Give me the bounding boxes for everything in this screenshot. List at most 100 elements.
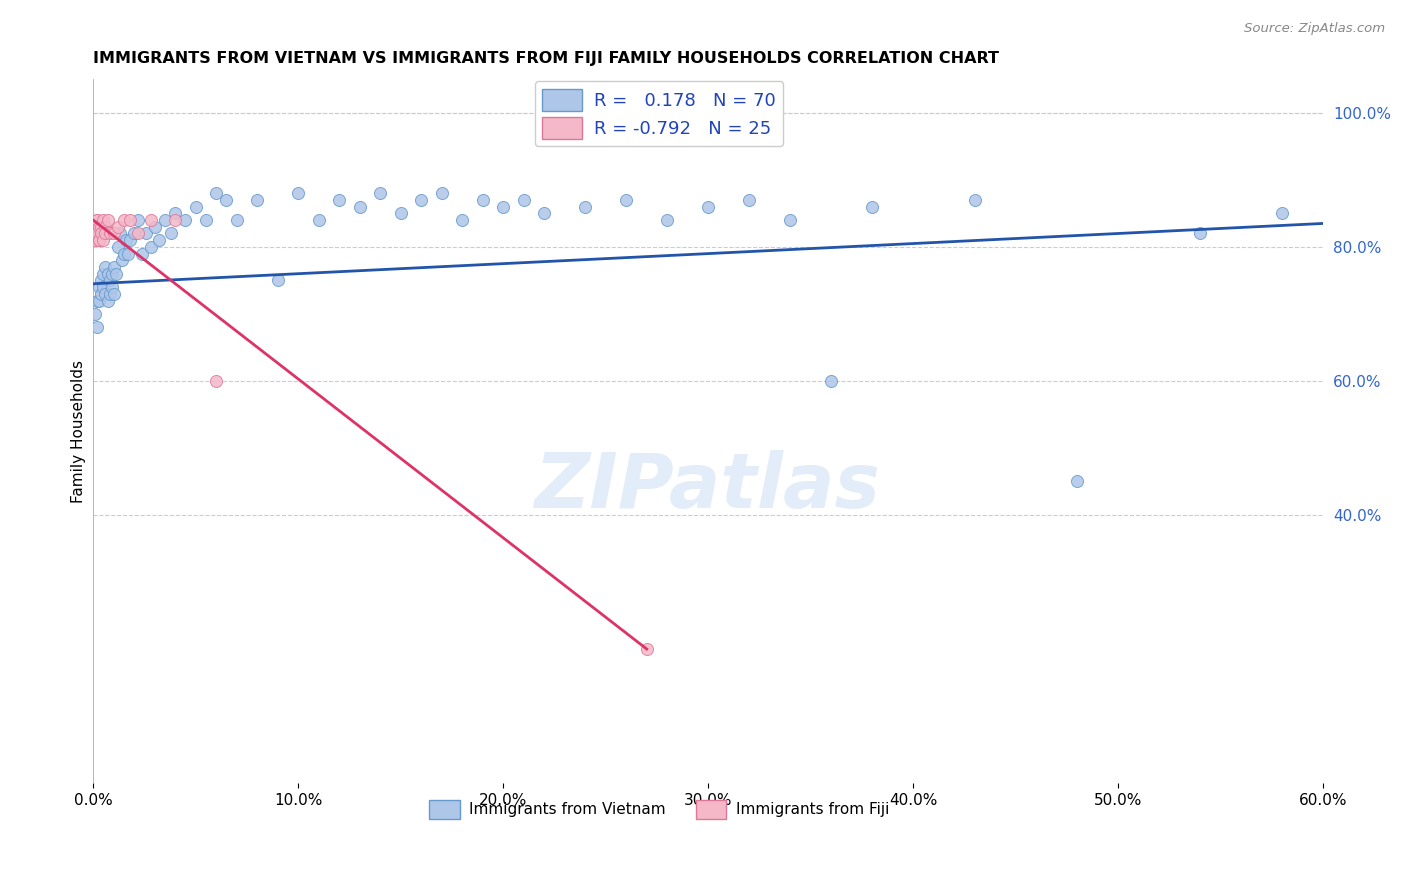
Point [98, 286, 121, 301]
Point [127, 213, 149, 227]
Point [160, 227, 183, 241]
Point [90, 286, 112, 301]
Point [533, 206, 555, 220]
Point [86, 293, 108, 308]
Point [492, 200, 515, 214]
Point [108, 227, 131, 241]
Point [112, 213, 135, 227]
Point [697, 200, 720, 214]
Point [430, 186, 453, 201]
Point [94, 219, 117, 234]
Point [122, 227, 145, 241]
Point [93, 280, 115, 294]
Y-axis label: Family Households: Family Households [72, 359, 86, 503]
Point [84, 233, 107, 247]
Point [1066, 475, 1088, 489]
Point [1271, 206, 1294, 220]
Point [84, 307, 107, 321]
Point [111, 253, 134, 268]
Point [512, 193, 534, 207]
Text: ZIPatlas: ZIPatlas [536, 450, 882, 524]
Point [93, 267, 115, 281]
Point [267, 273, 290, 287]
Point [96, 267, 118, 281]
Point [738, 193, 761, 207]
Point [308, 213, 330, 227]
Point [90, 219, 112, 234]
Point [100, 267, 122, 281]
Legend: Immigrants from Vietnam, Immigrants from Fiji: Immigrants from Vietnam, Immigrants from… [423, 794, 896, 825]
Point [93, 233, 115, 247]
Point [89, 293, 111, 308]
Point [98, 273, 121, 287]
Point [120, 233, 142, 247]
Text: IMMIGRANTS FROM VIETNAM VS IMMIGRANTS FROM FIJI FAMILY HOUSEHOLDS CORRELATION CH: IMMIGRANTS FROM VIETNAM VS IMMIGRANTS FR… [93, 51, 1000, 66]
Point [779, 213, 801, 227]
Point [287, 186, 309, 201]
Text: Source: ZipAtlas.com: Source: ZipAtlas.com [1244, 22, 1385, 36]
Point [107, 240, 129, 254]
Point [104, 267, 127, 281]
Point [1189, 227, 1212, 241]
Point [194, 213, 217, 227]
Point [84, 219, 107, 234]
Point [93, 213, 115, 227]
Point [86, 320, 108, 334]
Point [184, 200, 207, 214]
Point [246, 193, 269, 207]
Point [636, 642, 658, 657]
Point [614, 193, 637, 207]
Point [89, 219, 111, 234]
Point [205, 374, 228, 388]
Point [89, 233, 111, 247]
Point [98, 227, 121, 241]
Point [657, 213, 679, 227]
Point [96, 293, 118, 308]
Point [153, 213, 176, 227]
Point [471, 193, 494, 207]
Point [139, 213, 162, 227]
Point [94, 286, 117, 301]
Point [117, 246, 139, 260]
Point [86, 213, 108, 227]
Point [139, 240, 162, 254]
Point [94, 227, 117, 241]
Point [820, 374, 842, 388]
Point [165, 213, 187, 227]
Point [205, 186, 228, 201]
Point [411, 193, 433, 207]
Point [90, 227, 112, 241]
Point [103, 260, 125, 274]
Point [165, 206, 187, 220]
Point [115, 233, 138, 247]
Point [120, 213, 142, 227]
Point [89, 280, 111, 294]
Point [86, 227, 108, 241]
Point [89, 233, 111, 247]
Point [103, 286, 125, 301]
Point [96, 213, 118, 227]
Point [107, 219, 129, 234]
Point [451, 213, 474, 227]
Point [103, 227, 125, 241]
Point [215, 193, 238, 207]
Point [860, 200, 883, 214]
Point [349, 200, 371, 214]
Point [90, 273, 112, 287]
Point [131, 246, 153, 260]
Point [135, 227, 157, 241]
Point [328, 193, 350, 207]
Point [574, 200, 596, 214]
Point [389, 206, 412, 220]
Point [174, 213, 197, 227]
Point [963, 193, 986, 207]
Point [100, 280, 122, 294]
Point [143, 219, 166, 234]
Point [225, 213, 247, 227]
Point [86, 213, 108, 227]
Point [127, 227, 149, 241]
Point [368, 186, 391, 201]
Point [94, 260, 117, 274]
Point [148, 233, 170, 247]
Point [112, 246, 135, 260]
